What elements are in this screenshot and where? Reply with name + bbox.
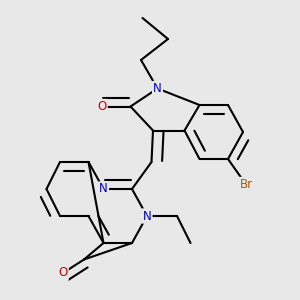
- Text: Br: Br: [239, 178, 253, 191]
- Text: O: O: [98, 100, 106, 113]
- Text: N: N: [142, 209, 152, 223]
- Text: N: N: [153, 82, 162, 95]
- Text: O: O: [58, 266, 68, 280]
- Text: N: N: [99, 182, 108, 196]
